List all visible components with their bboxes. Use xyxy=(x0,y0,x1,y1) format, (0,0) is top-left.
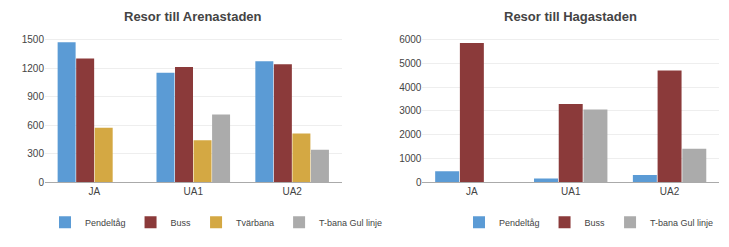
svg-text:900: 900 xyxy=(27,91,44,102)
svg-text:0: 0 xyxy=(38,177,44,188)
svg-text:1500: 1500 xyxy=(22,34,45,45)
svg-text:Tvärbana: Tvärbana xyxy=(236,218,274,228)
svg-text:Pendeltåg: Pendeltåg xyxy=(85,218,126,228)
svg-text:T-bana Gul linje: T-bana Gul linje xyxy=(319,218,382,228)
svg-text:Resor till Hagastaden: Resor till Hagastaden xyxy=(504,9,637,24)
svg-text:UA1: UA1 xyxy=(184,186,204,197)
svg-text:600: 600 xyxy=(27,120,44,131)
svg-text:T-bana Gul linje: T-bana Gul linje xyxy=(650,218,713,228)
svg-text:4000: 4000 xyxy=(399,82,422,93)
svg-text:6000: 6000 xyxy=(399,34,422,45)
svg-text:3000: 3000 xyxy=(399,105,422,116)
svg-text:1200: 1200 xyxy=(22,63,45,74)
svg-text:300: 300 xyxy=(27,148,44,159)
svg-text:UA2: UA2 xyxy=(282,186,302,197)
svg-text:Buss: Buss xyxy=(585,218,606,228)
svg-text:JA: JA xyxy=(466,186,478,197)
svg-text:1000: 1000 xyxy=(399,153,422,164)
svg-text:Buss: Buss xyxy=(171,218,192,228)
svg-text:UA2: UA2 xyxy=(660,186,680,197)
svg-text:UA1: UA1 xyxy=(561,186,581,197)
svg-text:0: 0 xyxy=(416,177,422,188)
svg-text:2000: 2000 xyxy=(399,129,422,140)
svg-text:Pendeltåg: Pendeltåg xyxy=(499,218,540,228)
svg-text:Resor till Arenastaden: Resor till Arenastaden xyxy=(124,9,262,24)
svg-text:JA: JA xyxy=(89,186,101,197)
svg-text:5000: 5000 xyxy=(399,58,422,69)
